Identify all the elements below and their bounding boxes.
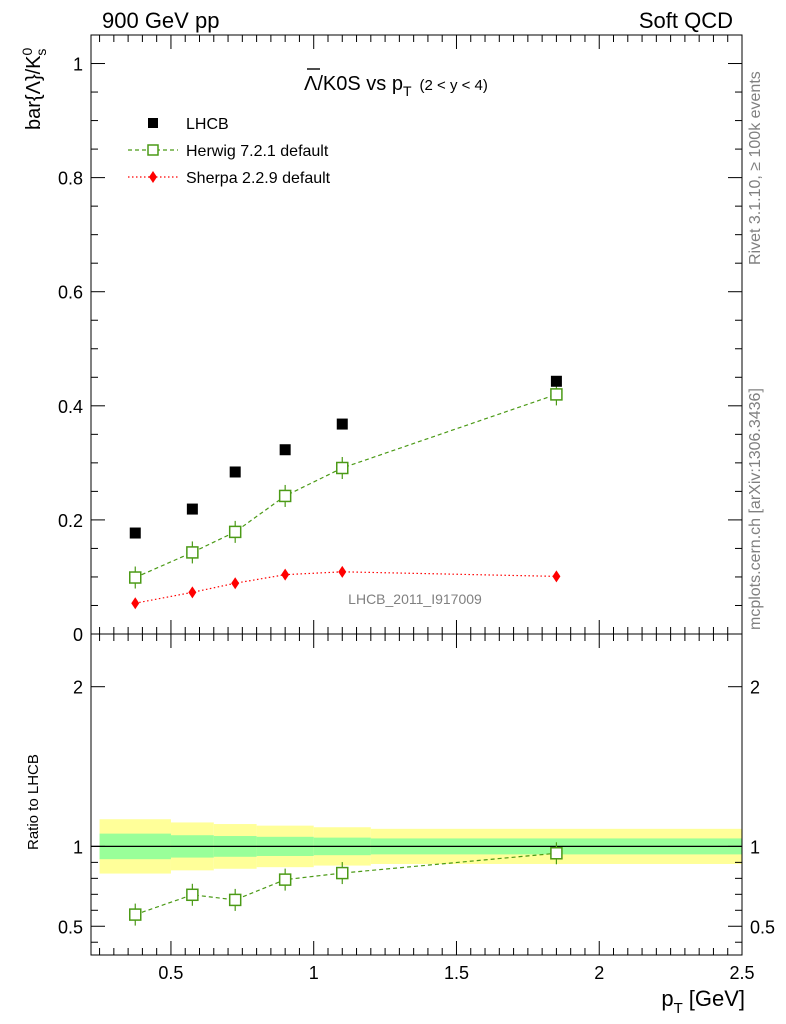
- ratio-ytick-label: 0.5: [58, 917, 83, 937]
- ratio-herwig-point: [336, 866, 349, 880]
- main-ylabel-main: bar{Λ}/K: [23, 55, 45, 130]
- header-right: Soft QCD: [639, 8, 733, 33]
- legend-label-sherpa: Sherpa 2.2.9 default: [186, 170, 331, 187]
- main-sherpa-point: [231, 577, 240, 590]
- legend-label-herwig: Herwig 7.2.1 default: [186, 143, 329, 160]
- main-ylabel-sup: 0: [19, 47, 35, 55]
- ratio-frame: [90, 633, 743, 956]
- source-label: mcplots.cern.ch [arXiv:1306.3436]: [747, 388, 764, 630]
- chart-title-main: Λ/K0S vs p: [304, 73, 403, 95]
- analysis-watermark: LHCB_2011_I917009: [348, 591, 482, 607]
- ratio-xtick-label: 2.5: [729, 963, 754, 983]
- main-sherpa-point: [552, 570, 561, 583]
- ratio-ytick-label-right: 1: [750, 837, 760, 857]
- ratio-axes: 0.5 0.5 1 1 2 2 0.5 1 1.5 2 2.5: [58, 634, 775, 983]
- main-lhcb-point: [550, 375, 562, 387]
- ratio-ylabel: Ratio to LHCB: [25, 754, 42, 850]
- main-panel: LHCB_2011_I917009 Λ/K0S vs pT (2 < y < 4)…: [19, 34, 743, 645]
- main-lhcb-point: [336, 418, 348, 430]
- legend-item-herwig: Herwig 7.2.1 default: [128, 143, 329, 160]
- x-axis-label: pT [GeV]: [661, 986, 745, 1017]
- legend-marker-lhcb: [148, 118, 158, 128]
- ratio-herwig-point: [129, 908, 142, 921]
- main-sherpa-line: [135, 571, 557, 604]
- legend-marker-sherpa: [149, 171, 157, 183]
- main-ytick-label: 1: [73, 55, 83, 75]
- rivet-label: Rivet 3.1.10, ≥ 100k events: [747, 71, 764, 265]
- main-ylabel: bar{Λ}/K0s: [19, 47, 49, 130]
- ratio-ytick-label-right: 2: [750, 678, 760, 698]
- main-herwig-point: [129, 571, 142, 584]
- ratio-herwig-point: [550, 847, 563, 860]
- main-points: [129, 375, 563, 610]
- chart-title-sub: T: [403, 83, 412, 99]
- main-ytick-label: 0: [73, 625, 83, 645]
- main-ytick-label: 0.8: [58, 169, 83, 189]
- main-herwig-point: [550, 388, 563, 401]
- legend: LHCB Herwig 7.2.1 default Sherpa 2.2.9 d…: [128, 116, 331, 187]
- ratio-herwig-point: [228, 893, 242, 907]
- ratio-ytick-label: 1: [73, 837, 83, 857]
- main-lhcb-point: [279, 444, 291, 456]
- header-left: 900 GeV pp: [102, 8, 219, 33]
- ratio-xtick-label: 0.5: [158, 963, 183, 983]
- main-ytick-label: 0.4: [58, 397, 83, 417]
- main-herwig-point: [228, 525, 242, 539]
- main-sherpa-point: [338, 565, 347, 578]
- ratio-herwig-line: [135, 852, 557, 916]
- ratio-bands: [91, 819, 742, 874]
- main-axes: 0 0.2 0.4 0.6 0.8 1: [58, 35, 743, 645]
- main-sherpa-point: [131, 597, 140, 610]
- main-herwig-point: [336, 461, 349, 475]
- ratio-ytick-label: 2: [73, 678, 83, 698]
- chart-title: Λ/K0S vs pT (2 < y < 4): [304, 73, 488, 99]
- main-ylabel-sub: s: [33, 49, 49, 56]
- main-herwig-point: [278, 489, 292, 503]
- main-sherpa-point: [188, 586, 197, 599]
- main-ytick-label: 0.6: [58, 283, 83, 303]
- ratio-herwig-point: [186, 888, 199, 902]
- main-ytick-label: 0.2: [58, 511, 83, 531]
- legend-item-lhcb: LHCB: [148, 116, 229, 133]
- main-lhcb-point: [229, 466, 241, 478]
- main-herwig-point: [186, 546, 199, 559]
- x-axis-label-main: p: [661, 986, 673, 1011]
- ratio-herwig-point: [278, 873, 292, 886]
- main-lhcb-point: [129, 527, 141, 539]
- main-lhcb-point: [186, 503, 198, 515]
- main-sherpa-point: [281, 568, 290, 581]
- chart-title-range: (2 < y < 4): [420, 77, 488, 94]
- ratio-points: [129, 842, 563, 926]
- main-herwig-line: [135, 393, 557, 579]
- ratio-ytick-label-right: 0.5: [750, 917, 775, 937]
- legend-item-sherpa: Sherpa 2.2.9 default: [128, 170, 331, 187]
- ratio-xtick-label: 2: [594, 963, 604, 983]
- x-axis-label-sub: T: [674, 1000, 683, 1017]
- ratio-xtick-label: 1: [309, 963, 319, 983]
- x-axis-label-unit: [GeV]: [689, 986, 745, 1011]
- ratio-xtick-label: 1.5: [444, 963, 469, 983]
- legend-marker-herwig: [147, 144, 159, 156]
- legend-label-lhcb: LHCB: [186, 116, 229, 133]
- ratio-panel: 0.5 0.5 1 1 2 2 0.5 1 1.5 2 2.5 Ratio to LHCB pT [G…: [25, 633, 775, 1017]
